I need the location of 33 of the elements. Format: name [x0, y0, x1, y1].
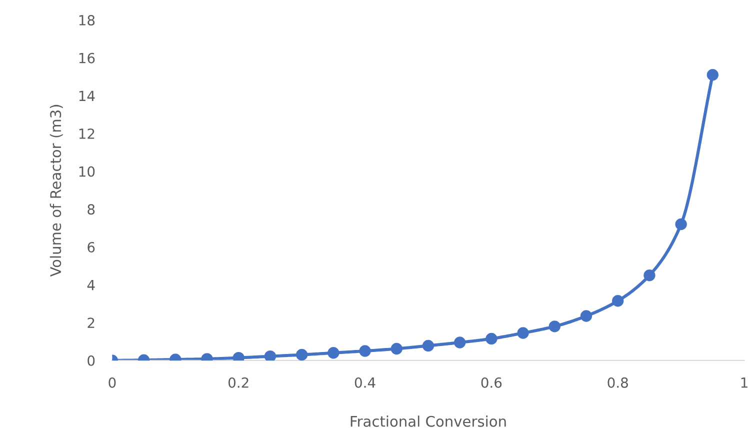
point: [486, 332, 498, 345]
point: [548, 320, 560, 332]
y-tick-label: 10: [79, 166, 95, 177]
y-tick-label: 8: [88, 204, 95, 215]
x-tick-label: 0.2: [228, 377, 248, 388]
point: [359, 345, 371, 357]
x-tick-label: 0.6: [481, 377, 502, 388]
x-tick-label: 1: [741, 378, 748, 388]
point: [644, 270, 656, 282]
y-tick-label: 2: [88, 318, 94, 328]
point: [264, 350, 276, 360]
point: [675, 218, 687, 230]
y-axis-title: Volume of Reactor (m3): [50, 104, 63, 277]
point: [612, 295, 624, 307]
x-tick-label: 0.8: [608, 377, 628, 388]
x-tick-label: 0.4: [354, 377, 376, 388]
x-axis-title: Fractional Conversion: [350, 416, 506, 427]
point: [580, 310, 592, 322]
y-tick-label: 14: [79, 90, 95, 101]
point: [328, 347, 340, 359]
x-tick-label: 0: [108, 377, 116, 388]
y-tick-label: 0: [88, 355, 95, 366]
y-tick-label: 16: [79, 52, 95, 64]
y-tick-label: 6: [88, 242, 95, 252]
point: [390, 342, 402, 355]
y-tick-label: 4: [87, 280, 95, 290]
point: [517, 327, 529, 339]
y-tick-label: 18: [79, 14, 95, 26]
point: [706, 69, 718, 81]
point: [454, 336, 466, 348]
point: [422, 340, 434, 352]
y-tick-label: 12: [79, 128, 94, 139]
point: [296, 348, 308, 360]
